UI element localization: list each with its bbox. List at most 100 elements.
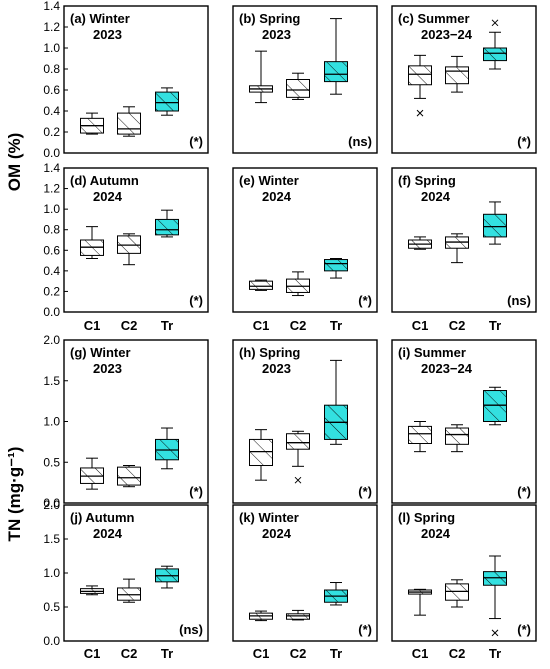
category-label: C1 xyxy=(412,646,429,661)
box-iqr xyxy=(286,79,310,98)
significance-label: (*) xyxy=(358,293,372,308)
significance-label: (*) xyxy=(517,622,531,637)
box-iqr xyxy=(408,65,432,86)
panel-year: 2024 xyxy=(421,189,451,204)
box-c1 xyxy=(408,421,432,453)
category-label: Tr xyxy=(330,318,342,333)
significance-label: (*) xyxy=(358,484,372,499)
outlier-stroke xyxy=(491,629,499,637)
y-tick-label: 0.2 xyxy=(43,125,60,139)
box-iqr xyxy=(483,213,507,238)
panel-title: (k) Winter xyxy=(239,510,299,525)
significance-label: (ns) xyxy=(179,622,203,637)
y-tick-label: 1.0 xyxy=(43,202,60,216)
box-c2 xyxy=(286,609,310,621)
category-label: C2 xyxy=(449,318,466,333)
box-iqr xyxy=(155,91,179,112)
panel-title: (j) Autumn xyxy=(70,510,135,525)
panel-title: (f) Spring xyxy=(398,173,456,188)
box-tr xyxy=(155,427,179,470)
significance-label: (*) xyxy=(517,134,531,149)
panel-year: 2023 xyxy=(93,27,122,42)
box-iqr xyxy=(155,218,179,236)
category-label: C1 xyxy=(253,646,270,661)
category-label: C2 xyxy=(449,646,466,661)
panel-frame xyxy=(391,504,537,642)
panel-year: 2024 xyxy=(93,189,123,204)
y-tick-label: 0.0 xyxy=(43,305,60,319)
box-iqr xyxy=(483,47,507,62)
y-tick-label: 0.4 xyxy=(43,104,60,118)
category-label: C1 xyxy=(84,318,101,333)
panel-frame xyxy=(63,167,209,313)
y-tick-label: 0.0 xyxy=(43,146,60,160)
panel-frame xyxy=(63,504,209,642)
box-iqr xyxy=(286,433,310,450)
y-tick-label: 0.5 xyxy=(43,455,60,469)
panel-frame xyxy=(391,339,537,504)
category-label: Tr xyxy=(489,646,501,661)
box-c2 xyxy=(445,55,469,93)
panel-year: 2024 xyxy=(262,189,292,204)
panel-title: (l) Spring xyxy=(398,510,455,525)
box-iqr xyxy=(324,259,348,272)
y-tick-label: 1.4 xyxy=(43,0,60,13)
box-iqr xyxy=(445,427,469,445)
y-tick-label: 1.5 xyxy=(43,374,60,388)
panel-title: (g) Winter xyxy=(70,345,131,360)
box-iqr xyxy=(117,466,141,486)
box-c2 xyxy=(445,233,469,264)
box-tr xyxy=(155,87,179,116)
panel-year: 2024 xyxy=(262,526,292,541)
category-label: C2 xyxy=(121,646,138,661)
y-tick-label: 2.0 xyxy=(43,498,60,512)
panel-year: 2023 xyxy=(262,361,291,376)
box-c2 xyxy=(117,106,141,137)
box-c1 xyxy=(249,279,273,291)
y-tick-label: 1.0 xyxy=(43,41,60,55)
significance-label: (*) xyxy=(358,622,372,637)
significance-label: (ns) xyxy=(507,293,531,308)
y-tick-label: 1.4 xyxy=(43,161,60,175)
category-label: Tr xyxy=(330,646,342,661)
panel-year: 2023−24 xyxy=(421,361,473,376)
box-c1 xyxy=(80,585,104,596)
outlier-stroke xyxy=(491,19,499,27)
y-tick-label: 1.5 xyxy=(43,532,60,546)
box-iqr xyxy=(483,390,507,422)
box-tr xyxy=(155,565,179,589)
y-tick-label: 0.0 xyxy=(43,496,60,510)
panel-frame xyxy=(63,5,209,154)
significance-label: (ns) xyxy=(348,134,372,149)
y-tick-label: 2.0 xyxy=(43,333,60,347)
panel-year: 2024 xyxy=(93,526,123,541)
significance-label: (*) xyxy=(189,484,203,499)
y-tick-label: 1.0 xyxy=(43,415,60,429)
box-iqr xyxy=(249,280,273,290)
panel-year: 2023 xyxy=(262,27,291,42)
box-iqr xyxy=(324,61,348,83)
box-c2 xyxy=(286,271,310,297)
y-tick-label: 1.2 xyxy=(43,182,60,196)
box-c2 xyxy=(445,424,469,453)
box-iqr xyxy=(117,587,141,601)
box-tr xyxy=(155,209,179,238)
box-iqr xyxy=(408,425,432,445)
panel-title: (a) Winter xyxy=(70,11,130,26)
tn-axis-label: TN (mg·g⁻¹) xyxy=(5,447,24,542)
box-iqr xyxy=(249,438,273,467)
panel-frame xyxy=(232,5,378,154)
box-iqr xyxy=(286,613,310,620)
y-tick-label: 0.4 xyxy=(43,264,60,278)
panel-frame xyxy=(391,167,537,313)
